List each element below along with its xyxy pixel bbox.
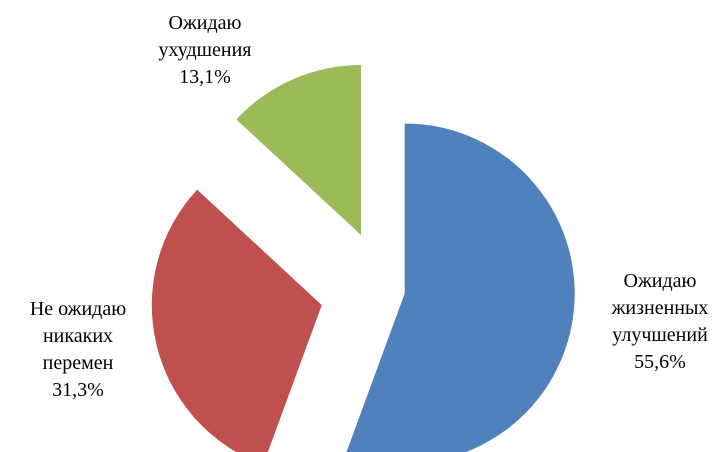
value-label: 31,3% — [52, 379, 104, 401]
slice-label: Ожидаю жизненных улучшений — [611, 270, 709, 346]
value-label: 13,1% — [179, 66, 231, 88]
slice-label: Ожидаю ухудшения — [158, 12, 252, 61]
pie-slice — [346, 123, 575, 452]
slice-label: Не ожидаю никаких перемен — [29, 298, 127, 374]
value-label: 55,6% — [634, 351, 686, 373]
pie-slice — [236, 65, 361, 236]
pie-slice — [151, 189, 322, 452]
